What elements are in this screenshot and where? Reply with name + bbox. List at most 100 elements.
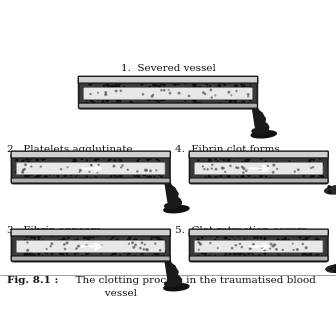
- Circle shape: [162, 179, 163, 180]
- Circle shape: [194, 85, 196, 87]
- Ellipse shape: [111, 86, 113, 87]
- Circle shape: [111, 158, 112, 159]
- Circle shape: [104, 98, 105, 99]
- Circle shape: [163, 241, 165, 243]
- Circle shape: [250, 104, 251, 105]
- Circle shape: [159, 250, 161, 251]
- Circle shape: [120, 163, 121, 164]
- Circle shape: [158, 239, 160, 241]
- Circle shape: [117, 163, 118, 164]
- Ellipse shape: [159, 86, 161, 87]
- Circle shape: [289, 179, 290, 180]
- Circle shape: [156, 170, 157, 171]
- Circle shape: [188, 95, 190, 97]
- Circle shape: [239, 257, 240, 258]
- Circle shape: [16, 159, 18, 161]
- Ellipse shape: [195, 164, 197, 165]
- Circle shape: [81, 158, 83, 159]
- Circle shape: [44, 158, 45, 159]
- Circle shape: [90, 94, 91, 95]
- Circle shape: [282, 249, 283, 251]
- Ellipse shape: [39, 178, 41, 179]
- Circle shape: [115, 163, 117, 164]
- Circle shape: [272, 172, 274, 173]
- Circle shape: [220, 175, 222, 177]
- Ellipse shape: [174, 84, 176, 85]
- Circle shape: [297, 258, 298, 259]
- Circle shape: [50, 246, 51, 247]
- Ellipse shape: [25, 179, 28, 180]
- Circle shape: [227, 159, 230, 162]
- Circle shape: [208, 173, 210, 175]
- Circle shape: [120, 255, 121, 256]
- Circle shape: [260, 176, 261, 178]
- Circle shape: [88, 240, 89, 241]
- Ellipse shape: [40, 242, 41, 243]
- Circle shape: [147, 158, 149, 160]
- Ellipse shape: [243, 171, 245, 172]
- Circle shape: [209, 159, 210, 160]
- Circle shape: [307, 241, 308, 243]
- Circle shape: [70, 157, 72, 158]
- Circle shape: [242, 166, 243, 168]
- Circle shape: [314, 240, 317, 242]
- Circle shape: [228, 91, 230, 93]
- Circle shape: [309, 171, 311, 173]
- Circle shape: [207, 104, 208, 105]
- Circle shape: [70, 174, 72, 176]
- Circle shape: [223, 171, 225, 173]
- Circle shape: [63, 238, 65, 240]
- Circle shape: [174, 103, 175, 105]
- Circle shape: [91, 82, 92, 84]
- Circle shape: [204, 162, 205, 163]
- Ellipse shape: [324, 185, 336, 194]
- Circle shape: [149, 99, 150, 100]
- Circle shape: [234, 100, 237, 103]
- Circle shape: [31, 252, 32, 253]
- Ellipse shape: [251, 131, 276, 138]
- Circle shape: [57, 176, 58, 177]
- Circle shape: [137, 163, 139, 165]
- Circle shape: [90, 251, 91, 252]
- Circle shape: [112, 254, 113, 255]
- Ellipse shape: [162, 81, 164, 82]
- Circle shape: [208, 255, 211, 257]
- Circle shape: [88, 258, 89, 259]
- Circle shape: [66, 252, 68, 254]
- Circle shape: [194, 86, 195, 87]
- Circle shape: [142, 94, 144, 95]
- Circle shape: [62, 239, 64, 241]
- Circle shape: [106, 180, 108, 181]
- Circle shape: [137, 156, 138, 157]
- Circle shape: [75, 172, 76, 173]
- Circle shape: [115, 172, 117, 174]
- Ellipse shape: [102, 101, 104, 102]
- Circle shape: [105, 94, 107, 95]
- Circle shape: [333, 266, 335, 268]
- Circle shape: [294, 171, 295, 172]
- Circle shape: [100, 253, 101, 254]
- Circle shape: [91, 179, 92, 181]
- Circle shape: [87, 237, 88, 239]
- Circle shape: [229, 253, 231, 255]
- Circle shape: [106, 249, 107, 251]
- Circle shape: [205, 163, 207, 165]
- FancyBboxPatch shape: [79, 103, 257, 108]
- Circle shape: [113, 165, 115, 167]
- Circle shape: [149, 176, 152, 178]
- Circle shape: [217, 248, 218, 249]
- Circle shape: [89, 98, 91, 100]
- Circle shape: [174, 83, 175, 84]
- Circle shape: [217, 177, 218, 178]
- Circle shape: [244, 255, 246, 256]
- Circle shape: [71, 163, 73, 164]
- Circle shape: [113, 252, 116, 255]
- Circle shape: [240, 240, 241, 241]
- Circle shape: [242, 86, 244, 88]
- Circle shape: [262, 156, 264, 158]
- Circle shape: [129, 241, 130, 242]
- Circle shape: [137, 176, 139, 178]
- Circle shape: [113, 234, 116, 236]
- Circle shape: [210, 171, 212, 173]
- Circle shape: [42, 158, 43, 159]
